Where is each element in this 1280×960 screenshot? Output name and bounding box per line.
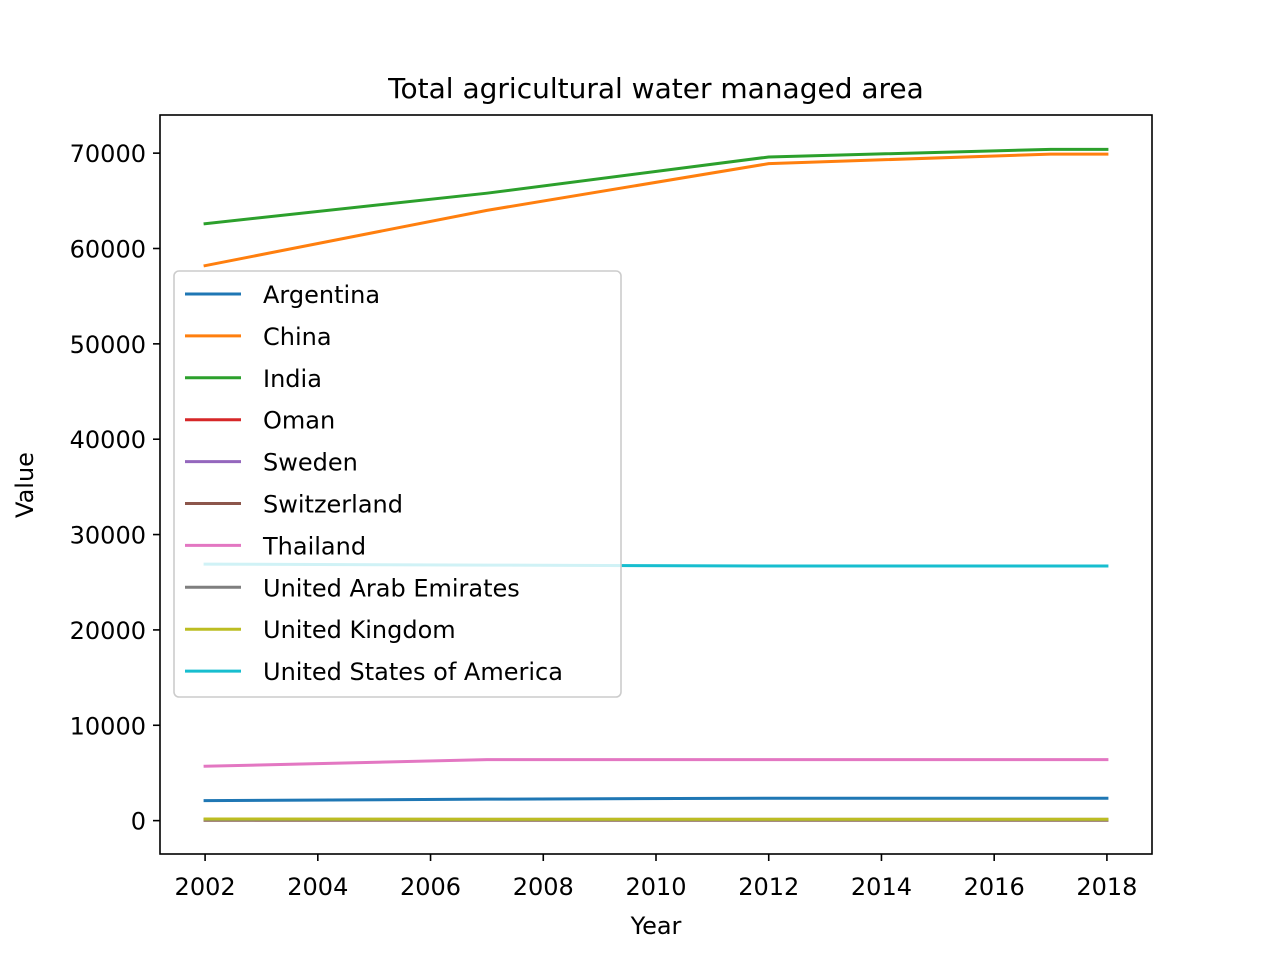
series-line-india [203,147,1109,226]
y-tick-label: 30000 [70,522,146,550]
legend-label-switzerland: Switzerland [263,491,403,519]
x-tick-label: 2014 [851,873,912,901]
x-tick-label: 2012 [738,873,799,901]
x-tick-label: 2016 [964,873,1025,901]
x-axis-ticks: 2002 2004 2006 2008 2010 2012 2014 2016 2018 [175,854,1137,901]
x-tick-label: 2002 [175,873,236,901]
y-tick-label: 50000 [70,331,146,359]
legend-label-sweden: Sweden [263,449,358,477]
y-axis-title: Value [11,452,39,518]
series-line-china [203,152,1109,268]
series-line-thailand [203,758,1109,768]
x-tick-label: 2006 [400,873,461,901]
y-axis-ticks: 0 10000 20000 30000 40000 50000 60000 70000 [70,140,160,836]
legend-label-india: India [263,365,322,393]
chart-title: Total agricultural water managed area [387,72,924,105]
legend-label-thailand: Thailand [262,532,366,560]
legend-label-united-arab-emirates: United Arab Emirates [263,574,520,602]
legend-label-china: China [263,323,332,351]
plot-frame [159,114,1153,855]
x-tick-label: 2004 [287,873,348,901]
x-axis-title: Year [630,912,682,940]
legend-label-united-states-of-america: United States of America [263,658,563,686]
y-tick-label: 20000 [70,617,146,645]
x-tick-label: 2010 [625,873,686,901]
legend-label-united-kingdom: United Kingdom [263,616,456,644]
y-tick-label: 0 [131,808,146,836]
y-tick-label: 10000 [70,712,146,740]
y-tick-label: 70000 [70,140,146,168]
series-line-argentina [203,796,1109,803]
plot-area: 2002 2004 2006 2008 2010 2012 2014 2016 2018 0 10… [70,114,1153,901]
y-tick-label: 60000 [70,235,146,263]
x-tick-label: 2018 [1076,873,1137,901]
legend-label-oman: Oman [263,407,335,435]
legend-items: Argentina China India Oman Sweden Switzerland… [185,281,563,686]
legend-frame [173,270,622,698]
series-lines [203,147,1109,822]
legend-label-argentina: Argentina [263,281,380,309]
legend: Argentina China India Oman Sweden Switzerland… [173,270,622,698]
x-tick-label: 2008 [513,873,574,901]
y-tick-label: 40000 [70,426,146,454]
